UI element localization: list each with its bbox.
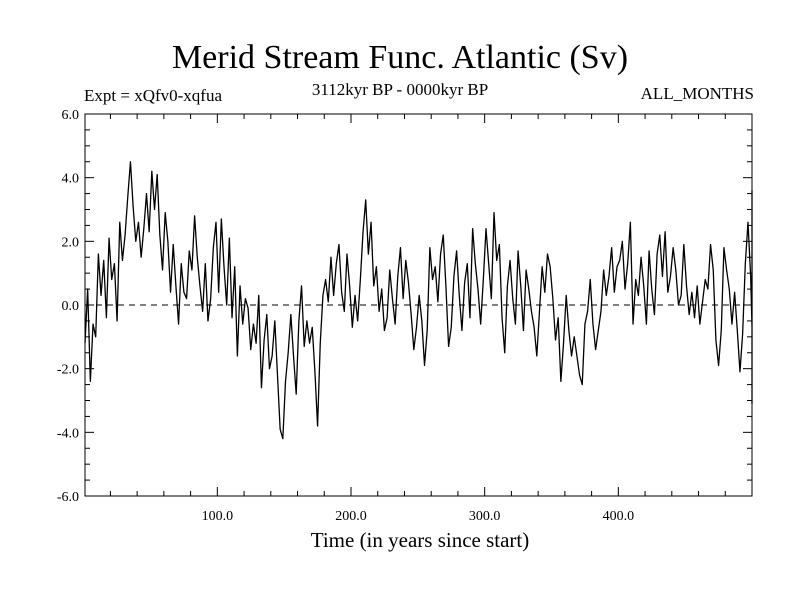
x-tick-label: 400.0: [603, 509, 635, 524]
tick-layer: -6.0 -4.0 -2.0 0.0 2.0 4.0 6.0 100.0 200.0 300.0 4…: [57, 108, 752, 524]
period-label: 3112kyr BP - 0000kyr BP: [311, 80, 489, 99]
y-tick-label: 4.0: [62, 172, 80, 187]
chart-title: Merid Stream Func. Atlantic (Sv): [171, 39, 629, 76]
x-tick-label: 300.0: [469, 509, 501, 524]
x-tick-label: 100.0: [202, 509, 234, 524]
y-tick-label: -4.0: [57, 426, 79, 441]
y-tick-label: -2.0: [57, 363, 79, 378]
x-axis-label: Time (in years since start): [310, 528, 530, 552]
y-tick-label: 0.0: [62, 299, 80, 314]
experiment-label: Expt = xQfv0-xqfua: [84, 86, 223, 105]
series-layer: [84, 161, 753, 440]
months-label: ALL_MONTHS: [640, 84, 754, 103]
plot-frame: [84, 113, 753, 497]
y-tick-label: 6.0: [62, 108, 80, 123]
series-line: [84, 161, 753, 440]
y-tick-label: -6.0: [57, 490, 79, 505]
x-tick-label: 200.0: [335, 509, 367, 524]
y-tick-label: 2.0: [62, 235, 80, 250]
